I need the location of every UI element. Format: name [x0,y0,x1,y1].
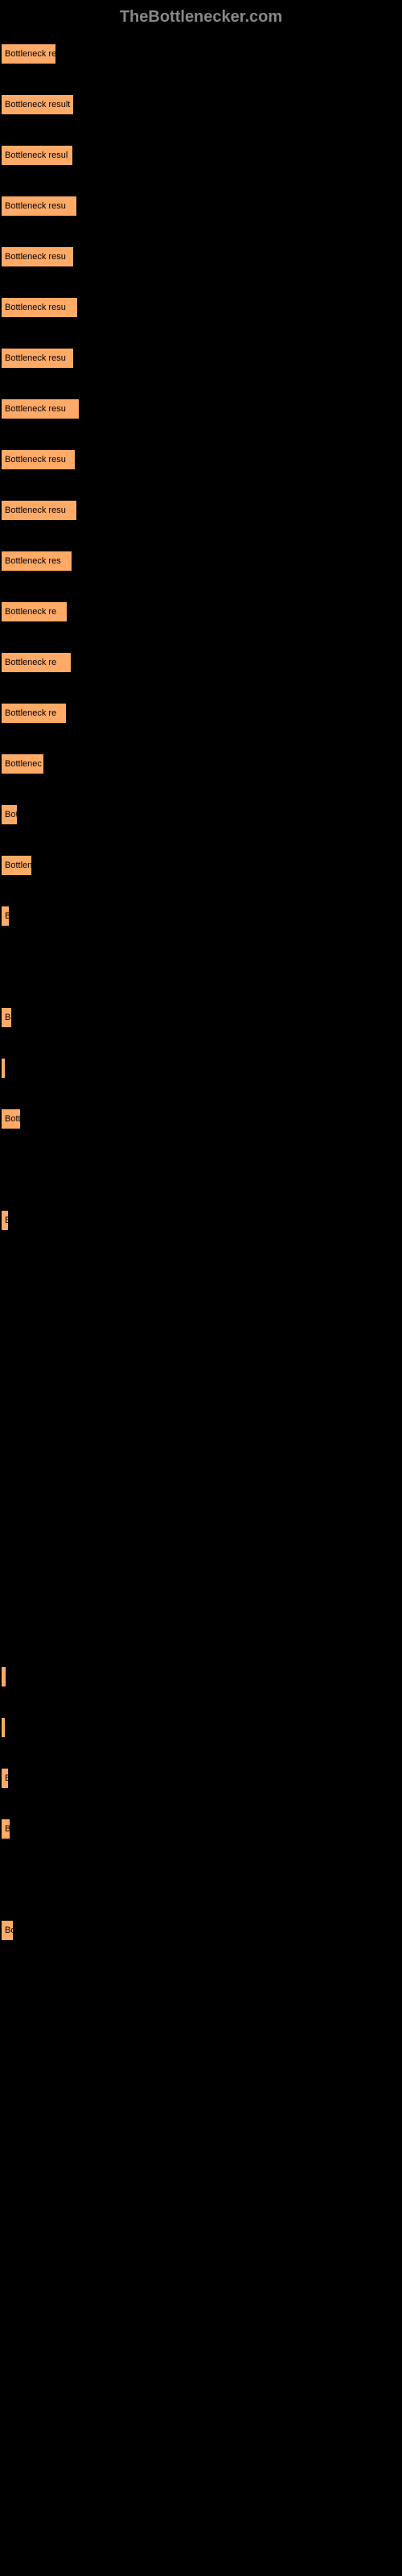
bar-row: Bo [0,1006,402,1029]
bottleneck-bar[interactable]: Bot [0,803,18,826]
bar-row: Bottleneck re [0,601,402,623]
bar-row: B [0,1209,402,1232]
bottleneck-bar[interactable]: B [0,1209,10,1232]
bottleneck-bar[interactable]: Bottlen [0,854,33,877]
bottleneck-bar[interactable]: Bo [0,1006,13,1029]
bar-row [0,1666,402,1688]
bar-row: Bottleneck resu [0,448,402,471]
bar-row: Bottlen [0,854,402,877]
bottleneck-bar[interactable]: Bottleneck resu [0,448,76,471]
bottleneck-bar[interactable]: Bottleneck resu [0,347,75,369]
bar-row: Bottleneck res [0,550,402,572]
bottleneck-bar[interactable] [0,1666,7,1688]
bar-row [0,1463,402,1485]
bottleneck-bar[interactable]: B [0,905,10,927]
bar-row: Bottlenec [0,753,402,775]
bottleneck-bar[interactable]: Bottleneck re [0,651,72,674]
bar-row: Bottleneck resu [0,246,402,268]
bottleneck-bar[interactable]: Bottleneck result [0,93,75,116]
bar-row [0,1615,402,1637]
bar-row: Bott [0,1108,402,1130]
bottleneck-bar[interactable]: Bott [0,1108,22,1130]
bottleneck-bar[interactable]: Bottleneck resu [0,499,78,522]
bar-row: B [0,1767,402,1790]
bar-row: Bottleneck resu [0,499,402,522]
bottleneck-bar[interactable]: Bottleneck resu [0,246,75,268]
bottleneck-bar[interactable]: Bottleneck resu [0,296,79,319]
bottleneck-bar[interactable] [0,1057,6,1080]
bar-row: Bottleneck resu [0,195,402,217]
site-header: TheBottlenecker.com [0,8,402,27]
bottleneck-bar[interactable] [0,1716,6,1739]
bottleneck-bar[interactable]: Bottleneck resu [0,195,78,217]
bar-row: B [0,1818,402,1840]
bottleneck-bar[interactable]: Bottleneck re [0,702,68,724]
bar-row: Bottleneck resul [0,144,402,167]
bar-row [0,1311,402,1333]
bars-container: Bottleneck result Bottleneck result Bottle… [0,43,402,1942]
bar-row [0,1260,402,1282]
bar-row [0,1158,402,1181]
bar-row: B [0,905,402,927]
bottleneck-bar[interactable]: B [0,1818,11,1840]
bar-row [0,1412,402,1435]
bar-row [0,1057,402,1080]
bottleneck-bar[interactable]: Bottleneck resu [0,398,80,420]
bar-row: Bottleneck resu [0,296,402,319]
bottleneck-bar[interactable]: B [0,1767,10,1790]
bar-row [0,1513,402,1536]
bar-row: Bottleneck result [0,93,402,116]
bar-row [0,1564,402,1587]
bar-row: Bottleneck result [0,43,402,65]
bottleneck-bar[interactable]: Bottleneck resul [0,144,74,167]
bottleneck-bar[interactable]: Bottleneck res [0,550,73,572]
bar-row: Bot [0,803,402,826]
bar-row: Bottleneck re [0,702,402,724]
bar-row [0,1716,402,1739]
bar-row: Bottleneck resu [0,347,402,369]
bar-row [0,956,402,978]
bar-row [0,1868,402,1891]
bar-row: Bo [0,1919,402,1942]
bottleneck-bar[interactable]: Bottleneck re [0,601,68,623]
bottleneck-bar[interactable]: Bottleneck result [0,43,57,65]
bar-row: Bottleneck re [0,651,402,674]
bar-row: Bottleneck resu [0,398,402,420]
bottleneck-bar[interactable]: Bottlenec [0,753,45,775]
bottleneck-bar[interactable]: Bo [0,1919,14,1942]
bar-row [0,1361,402,1384]
